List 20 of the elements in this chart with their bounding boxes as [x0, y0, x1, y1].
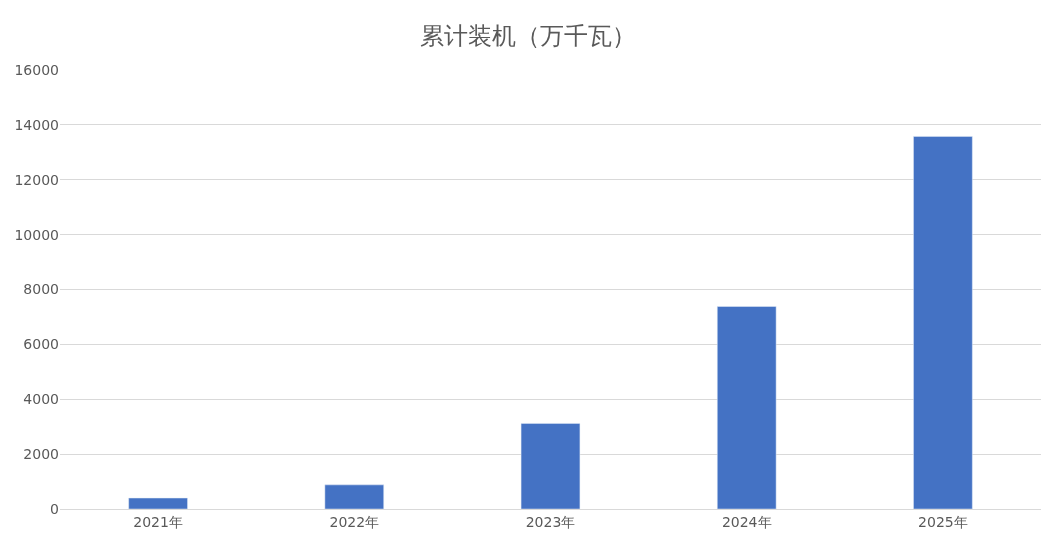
- chart-title: 累计装机（万千瓦）: [420, 22, 636, 51]
- y-tick-label: 16000: [14, 61, 59, 78]
- y-tick-label: 14000: [14, 116, 59, 133]
- bar: [520, 423, 581, 509]
- y-tick-label: 12000: [14, 171, 59, 188]
- x-tick-label: 2024年: [721, 513, 772, 530]
- bar: [717, 306, 777, 509]
- y-tick-label: 10000: [14, 226, 59, 243]
- y-tick-label: 6000: [23, 336, 59, 353]
- y-tick-label: 0: [50, 500, 59, 517]
- bar: [913, 136, 973, 509]
- bar: [324, 484, 384, 509]
- x-tick-label: 2021年: [133, 513, 183, 530]
- x-tick-label: 2025年: [918, 513, 968, 530]
- y-tick-label: 4000: [23, 391, 59, 408]
- y-tick-label: 8000: [23, 281, 59, 298]
- y-tick-label: 2000: [23, 446, 59, 463]
- bar: [128, 497, 188, 509]
- x-tick-label: 2023年: [525, 513, 576, 530]
- x-tick-label: 2022年: [329, 513, 380, 530]
